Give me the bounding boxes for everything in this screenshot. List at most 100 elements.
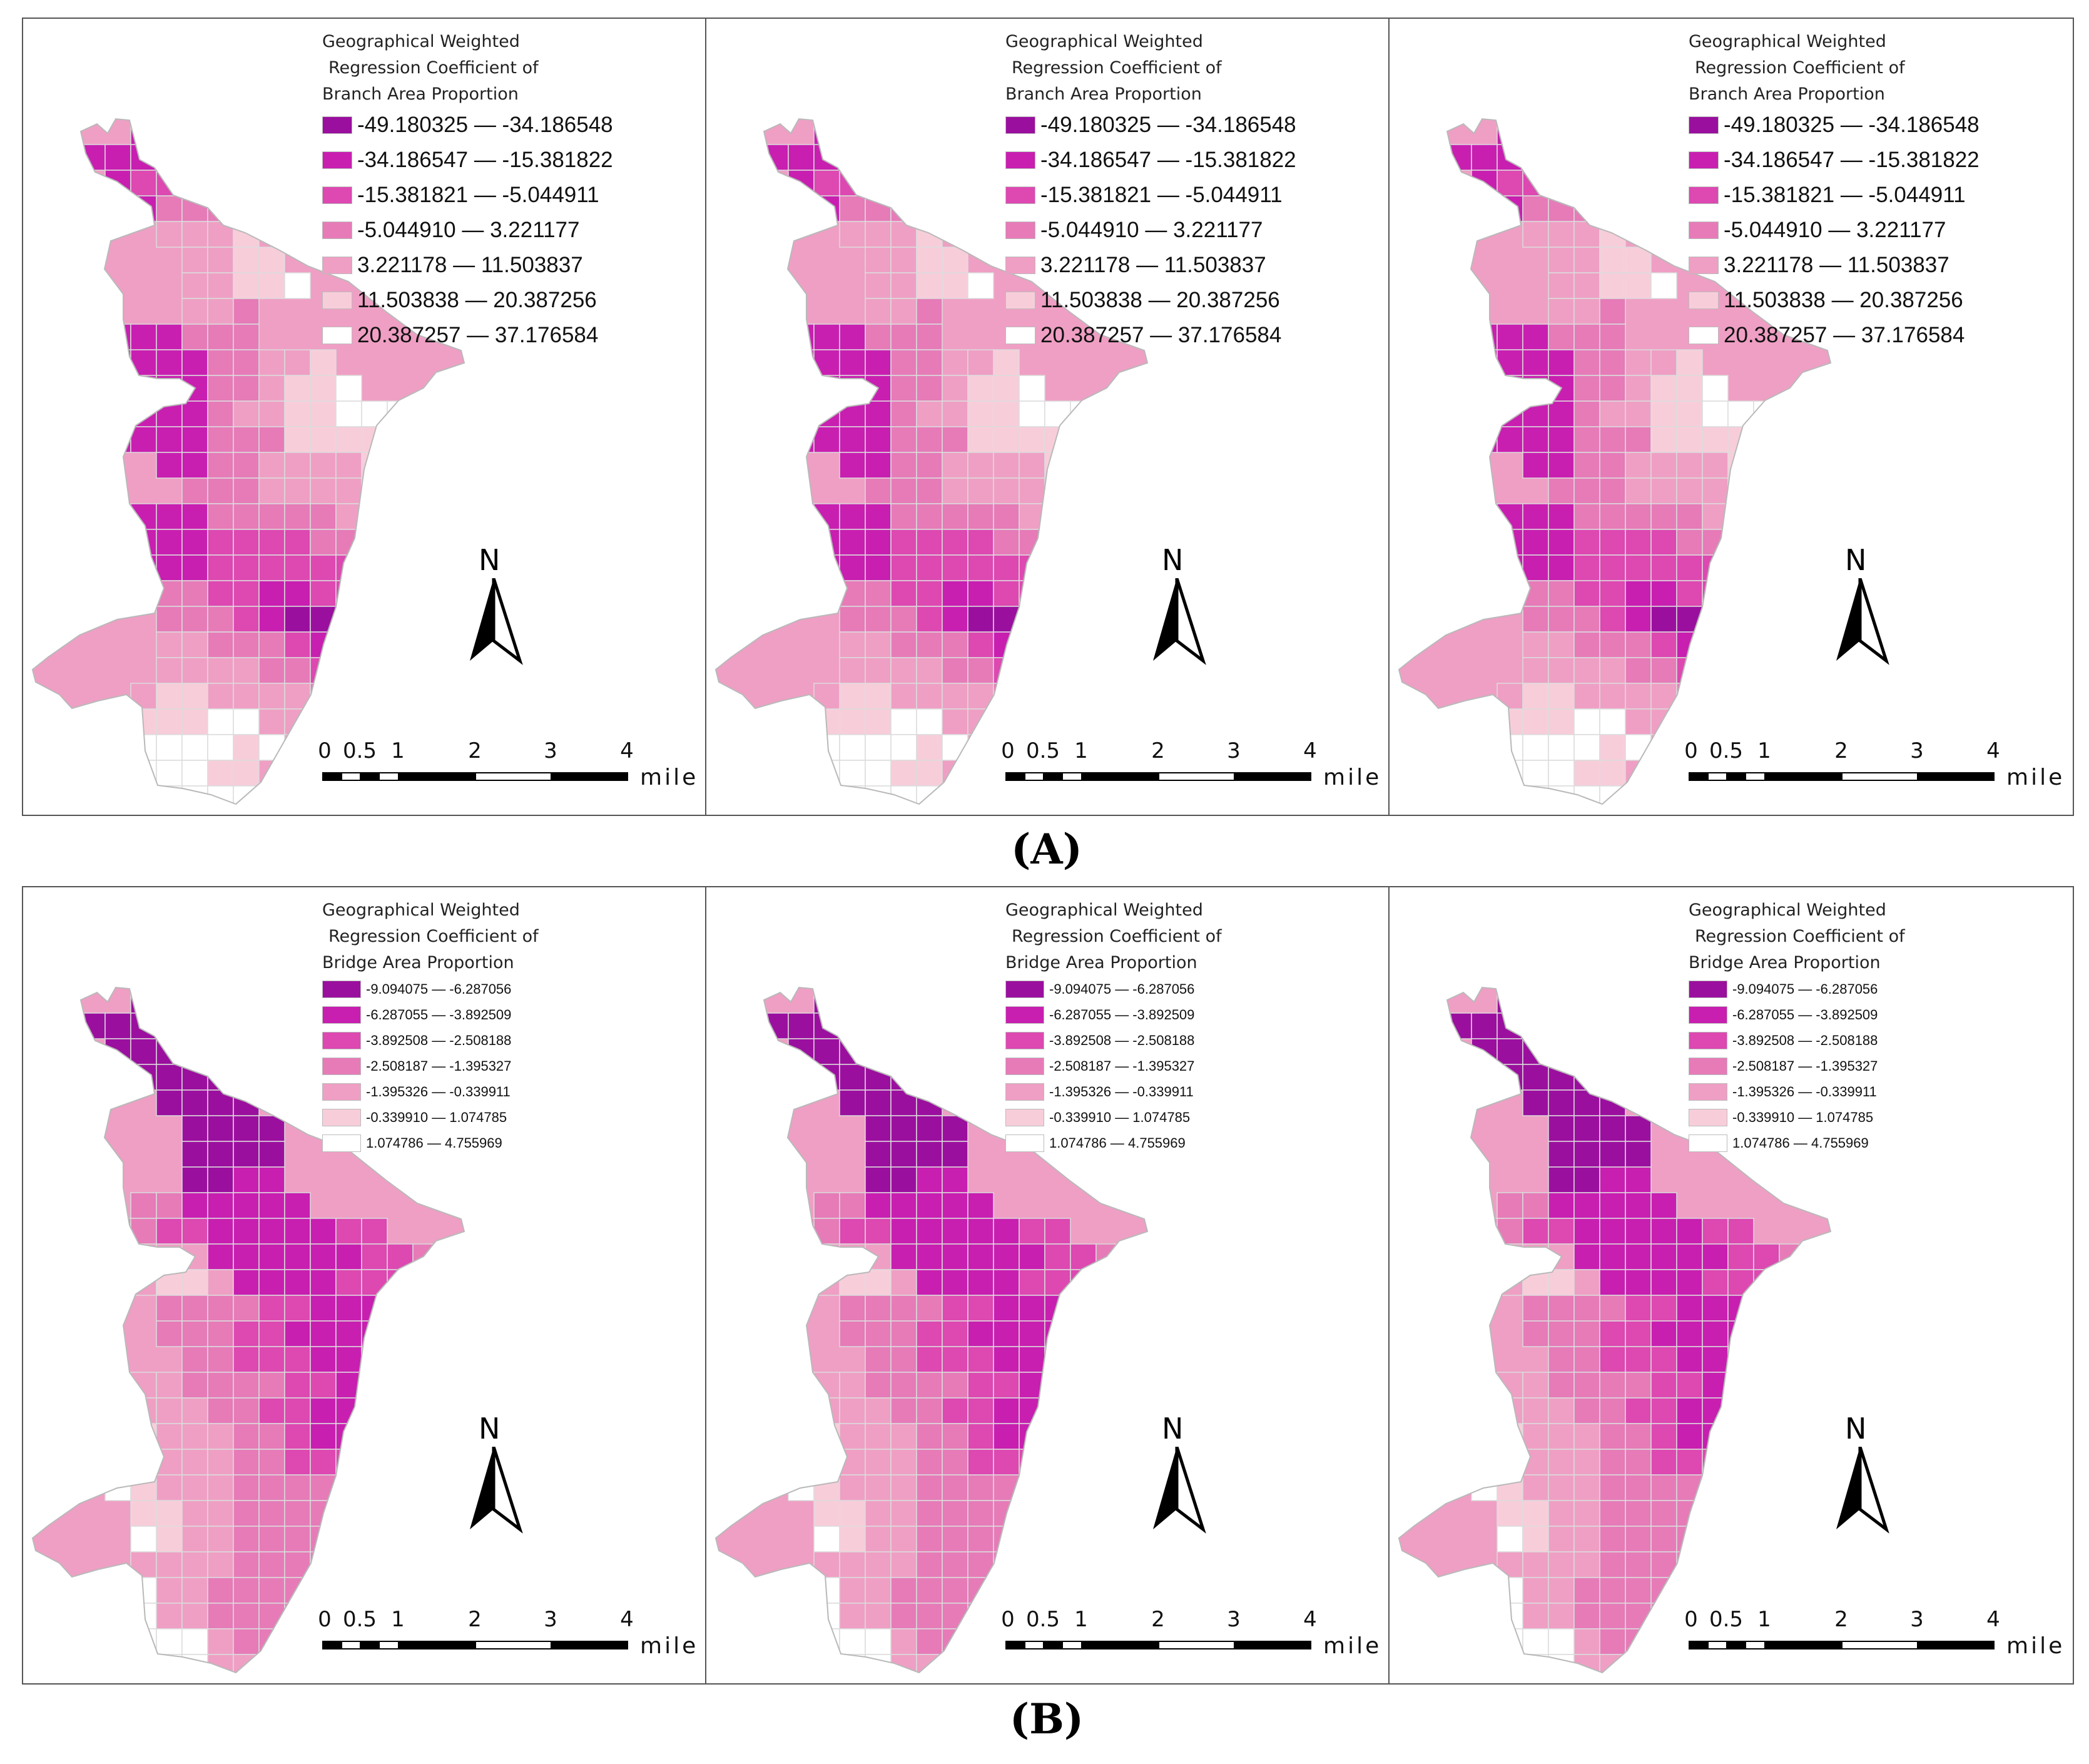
map-grid-cell — [1779, 1372, 1806, 1399]
map-grid-cell — [1573, 529, 1600, 556]
map-grid-cell — [233, 631, 260, 658]
map-grid-cell — [865, 1680, 891, 1683]
scale-tick-label: 0 — [318, 738, 332, 763]
map-grid-cell — [1779, 1243, 1806, 1270]
map-grid-cell — [1522, 734, 1549, 761]
map-grid-cell — [258, 375, 285, 402]
map-grid-cell — [156, 1474, 183, 1501]
map-grid-cell — [181, 554, 208, 581]
map-grid-cell — [412, 708, 439, 735]
map-grid-cell — [207, 221, 234, 248]
map-grid-cell — [1095, 1397, 1122, 1424]
map-grid-cell — [207, 1320, 234, 1347]
map-grid-cell — [181, 631, 208, 658]
map-grid-cell — [813, 1192, 840, 1219]
map-grid-cell — [890, 1269, 917, 1296]
map-grid-cell — [1650, 606, 1677, 633]
map-grid-cell — [1095, 606, 1122, 633]
legend-swatch — [1689, 1108, 1727, 1126]
map-grid-cell — [1727, 529, 1754, 556]
map-grid-cell — [1522, 119, 1549, 145]
map-grid-cell — [813, 1038, 840, 1065]
map-grid-cell — [310, 1397, 337, 1424]
map-grid-cell — [335, 426, 362, 453]
legend-swatch — [322, 292, 352, 309]
map-grid-cell — [865, 683, 892, 710]
map-grid-cell — [1070, 708, 1097, 735]
map-grid-cell — [1727, 400, 1754, 427]
map-grid-cell — [916, 785, 943, 804]
map-legend: Geographical Weighted Regression Coeffici… — [1005, 897, 1222, 1156]
map-grid-cell — [967, 708, 994, 735]
map-grid-cell — [1599, 426, 1626, 453]
map-grid-cell — [1779, 400, 1806, 427]
map-grid-cell — [1856, 1347, 1882, 1372]
map-grid-cell — [890, 529, 917, 556]
map-grid-cell — [156, 987, 183, 1014]
map-grid-cell — [181, 324, 208, 350]
map-grid-cell — [361, 1269, 388, 1296]
map-grid-cell — [156, 1218, 183, 1245]
map-grid-cell — [1070, 1397, 1097, 1424]
map-legend: Geographical Weighted Regression Coeffici… — [322, 897, 539, 1156]
map-grid-cell — [1573, 1218, 1600, 1245]
map-grid-cell — [865, 1192, 892, 1219]
map-grid-cell — [1121, 1526, 1147, 1552]
map-grid-cell — [335, 657, 362, 684]
legend-class: -34.186547 — -15.381822 — [322, 143, 613, 178]
map-grid-cell — [1702, 1320, 1729, 1347]
map-grid-cell — [207, 1218, 234, 1245]
map-grid-cell — [1497, 1372, 1523, 1399]
map-grid-cell — [1804, 1295, 1831, 1322]
map-grid-cell — [181, 1038, 208, 1065]
legend-label: -5.044910 — 3.221177 — [1040, 218, 1263, 242]
north-label: N — [1162, 543, 1184, 577]
map-grid-cell — [1625, 657, 1652, 684]
map-grid-cell — [813, 375, 840, 402]
legend-label: -34.186547 — -15.381822 — [357, 148, 613, 172]
map-grid-cell — [1522, 1089, 1549, 1116]
map-grid-cell — [942, 1218, 968, 1245]
map-grid-cell — [361, 1551, 388, 1578]
map-grid-cell — [156, 1064, 183, 1091]
map-grid-cell — [1522, 375, 1549, 402]
map-grid-cell — [412, 1551, 439, 1578]
map-grid-cell — [181, 1500, 208, 1527]
map-grid-cell — [1471, 349, 1498, 376]
map-grid-cell — [890, 349, 917, 376]
map-grid-cell — [387, 580, 414, 607]
map-grid-cell — [1522, 606, 1549, 633]
legend-swatch — [1689, 116, 1719, 134]
legend-class: -15.381821 — -5.044911 — [1005, 178, 1296, 213]
map-grid-cell — [284, 1320, 311, 1347]
map-grid-cell — [1019, 400, 1045, 427]
map-grid-cell — [412, 1526, 439, 1552]
map-grid-cell — [1779, 529, 1806, 556]
map-grid-cell — [1727, 477, 1754, 504]
map-grid-cell — [865, 1038, 892, 1065]
map-grid-cell — [1095, 1269, 1122, 1296]
north-arrow-icon — [470, 1447, 523, 1534]
map-grid-cell — [1095, 631, 1122, 658]
legend-class: -9.094075 — -6.287056 — [1005, 976, 1222, 1002]
map-grid-cell — [1702, 426, 1729, 453]
map-grid-cell — [258, 785, 285, 804]
map-grid-cell — [181, 1295, 208, 1322]
map-grid-cell — [1019, 1243, 1045, 1270]
map-grid-cell — [284, 426, 311, 453]
map-grid-cell — [1522, 785, 1549, 804]
scale-tick-label: 0 — [318, 1607, 332, 1632]
map-grid-cell — [1471, 760, 1498, 787]
map-grid-cell — [310, 1372, 337, 1399]
map-grid-cell — [156, 1603, 183, 1629]
map-grid-cell — [1599, 631, 1626, 658]
map-grid-cell — [233, 529, 260, 556]
map-grid-cell — [1650, 708, 1677, 735]
map-grid-cell — [1471, 1603, 1498, 1629]
map-grid-cell — [336, 812, 362, 815]
map-grid-cell — [1599, 1474, 1626, 1501]
map-grid-cell — [1147, 1321, 1173, 1347]
map-grid-cell — [839, 1654, 866, 1673]
map-grid-cell — [1779, 1320, 1806, 1347]
map-grid-cell — [916, 657, 943, 684]
